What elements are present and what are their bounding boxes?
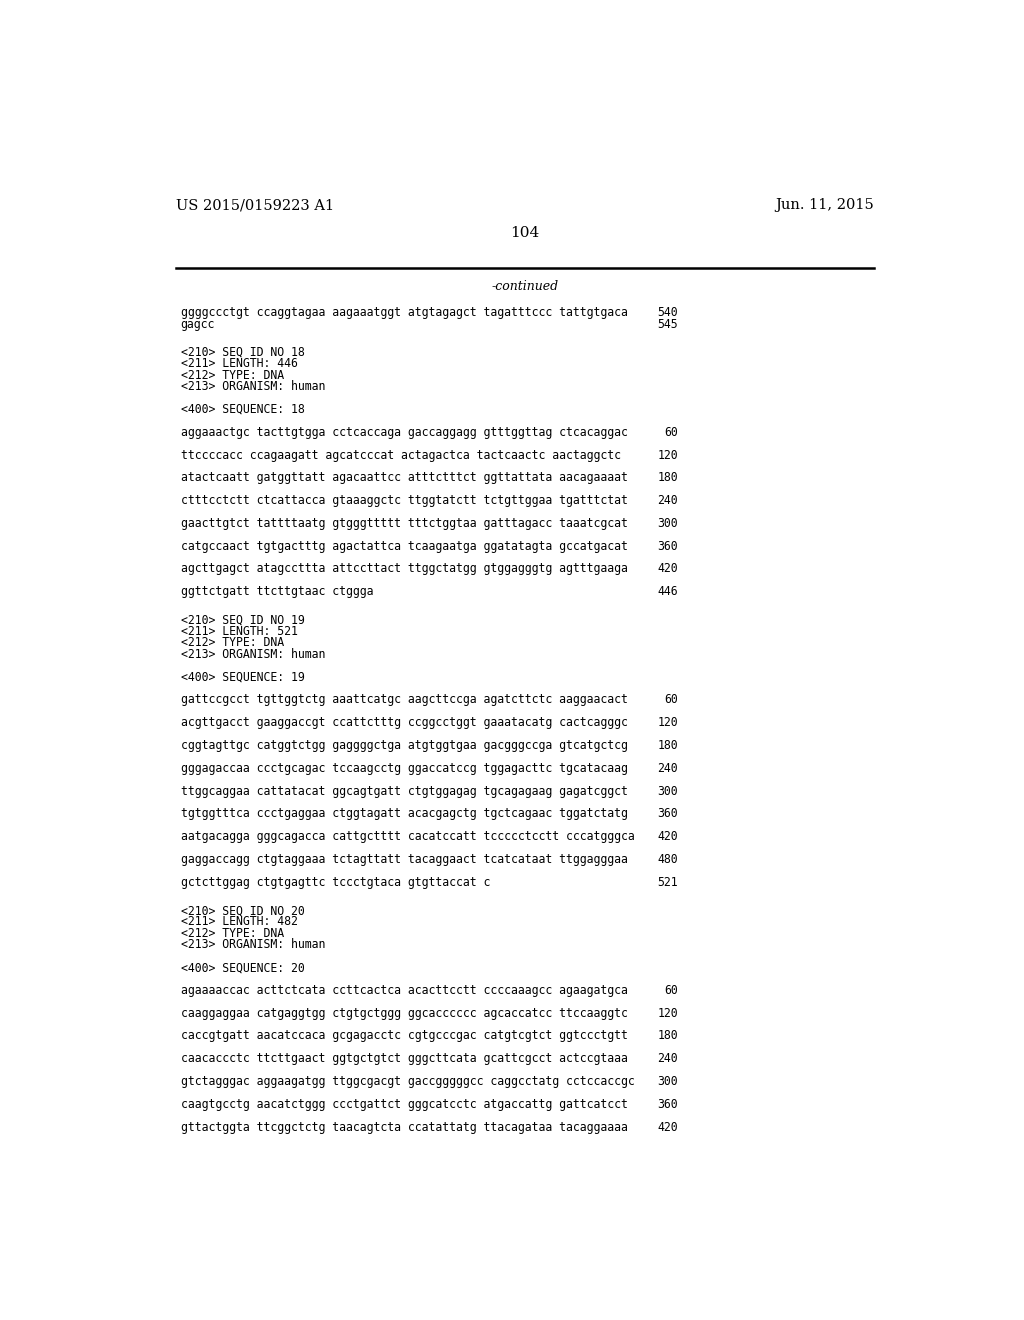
Text: 360: 360 [657,540,678,553]
Text: 120: 120 [657,1007,678,1019]
Text: caagtgcctg aacatctggg ccctgattct gggcatcctc atgaccattg gattcatcct: caagtgcctg aacatctggg ccctgattct gggcatc… [180,1098,628,1111]
Text: ctttcctctt ctcattacca gtaaaggctc ttggtatctt tctgttggaa tgatttctat: ctttcctctt ctcattacca gtaaaggctc ttggtat… [180,494,628,507]
Text: ggggccctgt ccaggtagaa aagaaatggt atgtagagct tagatttccc tattgtgaca: ggggccctgt ccaggtagaa aagaaatggt atgtaga… [180,306,628,319]
Text: <211> LENGTH: 521: <211> LENGTH: 521 [180,624,298,638]
Text: <210> SEQ ID NO 19: <210> SEQ ID NO 19 [180,614,304,627]
Text: Jun. 11, 2015: Jun. 11, 2015 [775,198,873,213]
Text: 120: 120 [657,717,678,729]
Text: <400> SEQUENCE: 20: <400> SEQUENCE: 20 [180,961,304,974]
Text: US 2015/0159223 A1: US 2015/0159223 A1 [176,198,334,213]
Text: caacaccctc ttcttgaact ggtgctgtct gggcttcata gcattcgcct actccgtaaa: caacaccctc ttcttgaact ggtgctgtct gggcttc… [180,1052,628,1065]
Text: gttactggta ttcggctctg taacagtcta ccatattatg ttacagataa tacaggaaaa: gttactggta ttcggctctg taacagtcta ccatatt… [180,1121,628,1134]
Text: agaaaaccac acttctcata ccttcactca acacttcctt ccccaaagcc agaagatgca: agaaaaccac acttctcata ccttcactca acacttc… [180,983,628,997]
Text: 180: 180 [657,471,678,484]
Text: gggagaccaa ccctgcagac tccaagcctg ggaccatccg tggagacttc tgcatacaag: gggagaccaa ccctgcagac tccaagcctg ggaccat… [180,762,628,775]
Text: 300: 300 [657,784,678,797]
Text: ggttctgatt ttcttgtaac ctggga: ggttctgatt ttcttgtaac ctggga [180,585,373,598]
Text: <212> TYPE: DNA: <212> TYPE: DNA [180,927,284,940]
Text: acgttgacct gaaggaccgt ccattctttg ccggcctggt gaaatacatg cactcagggc: acgttgacct gaaggaccgt ccattctttg ccggcct… [180,717,628,729]
Text: -continued: -continued [492,280,558,293]
Text: gtctagggac aggaagatgg ttggcgacgt gaccgggggcc caggcctatg cctccaccgc: gtctagggac aggaagatgg ttggcgacgt gaccggg… [180,1074,635,1088]
Text: <210> SEQ ID NO 18: <210> SEQ ID NO 18 [180,346,304,359]
Text: gctcttggag ctgtgagttc tccctgtaca gtgttaccat c: gctcttggag ctgtgagttc tccctgtaca gtgttac… [180,875,490,888]
Text: cggtagttgc catggtctgg gaggggctga atgtggtgaa gacgggccga gtcatgctcg: cggtagttgc catggtctgg gaggggctga atgtggt… [180,739,628,752]
Text: <210> SEQ ID NO 20: <210> SEQ ID NO 20 [180,904,304,917]
Text: aggaaactgc tacttgtgga cctcaccaga gaccaggagg gtttggttag ctcacaggac: aggaaactgc tacttgtgga cctcaccaga gaccagg… [180,426,628,438]
Text: caccgtgatt aacatccaca gcgagacctc cgtgcccgac catgtcgtct ggtccctgtt: caccgtgatt aacatccaca gcgagacctc cgtgccc… [180,1030,628,1043]
Text: gaggaccagg ctgtaggaaa tctagttatt tacaggaact tcatcataat ttggagggaa: gaggaccagg ctgtaggaaa tctagttatt tacagga… [180,853,628,866]
Text: 240: 240 [657,494,678,507]
Text: 240: 240 [657,1052,678,1065]
Text: agcttgagct atagccttta attccttact ttggctatgg gtggagggtg agtttgaaga: agcttgagct atagccttta attccttact ttggcta… [180,562,628,576]
Text: 540: 540 [657,306,678,319]
Text: 360: 360 [657,808,678,820]
Text: gaacttgtct tattttaatg gtgggttttt tttctggtaa gatttagacc taaatcgcat: gaacttgtct tattttaatg gtgggttttt tttctgg… [180,517,628,529]
Text: 60: 60 [665,693,678,706]
Text: atactcaatt gatggttatt agacaattcc atttctttct ggttattata aacagaaaat: atactcaatt gatggttatt agacaattcc atttctt… [180,471,628,484]
Text: 120: 120 [657,449,678,462]
Text: <211> LENGTH: 446: <211> LENGTH: 446 [180,358,298,371]
Text: ttccccacc ccagaagatt agcatcccat actagactca tactcaactc aactaggctc: ttccccacc ccagaagatt agcatcccat actagact… [180,449,621,462]
Text: 545: 545 [657,318,678,330]
Text: 180: 180 [657,1030,678,1043]
Text: 180: 180 [657,739,678,752]
Text: <213> ORGANISM: human: <213> ORGANISM: human [180,380,325,393]
Text: <213> ORGANISM: human: <213> ORGANISM: human [180,939,325,952]
Text: 104: 104 [510,226,540,240]
Text: 420: 420 [657,1121,678,1134]
Text: 240: 240 [657,762,678,775]
Text: 300: 300 [657,1074,678,1088]
Text: <211> LENGTH: 482: <211> LENGTH: 482 [180,916,298,928]
Text: <213> ORGANISM: human: <213> ORGANISM: human [180,648,325,661]
Text: 300: 300 [657,517,678,529]
Text: 420: 420 [657,830,678,843]
Text: 60: 60 [665,983,678,997]
Text: tgtggtttca ccctgaggaa ctggtagatt acacgagctg tgctcagaac tggatctatg: tgtggtttca ccctgaggaa ctggtagatt acacgag… [180,808,628,820]
Text: 480: 480 [657,853,678,866]
Text: 420: 420 [657,562,678,576]
Text: <212> TYPE: DNA: <212> TYPE: DNA [180,368,284,381]
Text: <400> SEQUENCE: 19: <400> SEQUENCE: 19 [180,671,304,684]
Text: 60: 60 [665,426,678,438]
Text: 360: 360 [657,1098,678,1111]
Text: caaggaggaa catgaggtgg ctgtgctggg ggcacccccc agcaccatcc ttccaaggtc: caaggaggaa catgaggtgg ctgtgctggg ggcaccc… [180,1007,628,1019]
Text: gagcc: gagcc [180,318,215,330]
Text: 521: 521 [657,875,678,888]
Text: <212> TYPE: DNA: <212> TYPE: DNA [180,636,284,649]
Text: gattccgcct tgttggtctg aaattcatgc aagcttccga agatcttctc aaggaacact: gattccgcct tgttggtctg aaattcatgc aagcttc… [180,693,628,706]
Text: <400> SEQUENCE: 18: <400> SEQUENCE: 18 [180,403,304,416]
Text: ttggcaggaa cattatacat ggcagtgatt ctgtggagag tgcagagaag gagatcggct: ttggcaggaa cattatacat ggcagtgatt ctgtgga… [180,784,628,797]
Text: catgccaact tgtgactttg agactattca tcaagaatga ggatatagta gccatgacat: catgccaact tgtgactttg agactattca tcaagaa… [180,540,628,553]
Text: aatgacagga gggcagacca cattgctttt cacatccatt tccccctcctt cccatgggca: aatgacagga gggcagacca cattgctttt cacatcc… [180,830,635,843]
Text: 446: 446 [657,585,678,598]
